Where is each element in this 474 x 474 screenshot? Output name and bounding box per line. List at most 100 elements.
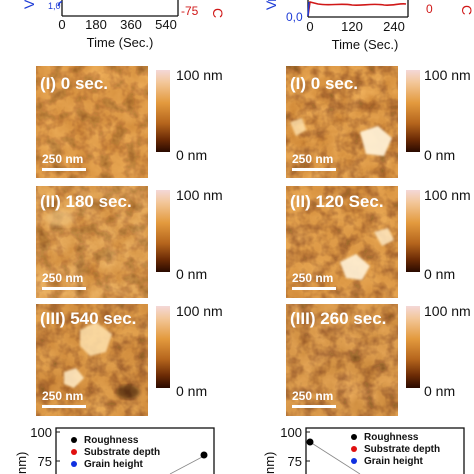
tl-x-tick-1: 180: [85, 17, 107, 32]
top-right-plot: V 0,0 0 C 0 120 240 Time (Sec.): [263, 0, 474, 52]
left-scale-label-2: 250 nm: [42, 389, 83, 403]
tl-plot-xlabel: Time (Sec.): [87, 35, 154, 50]
right-scale-label-1: 250 nm: [292, 271, 333, 285]
tr-plot-right-axis-label: C: [459, 5, 474, 15]
afm-left-0-shade: [36, 66, 148, 178]
afm-right-2: [286, 304, 398, 416]
bl-legend-marker-roughness: [71, 437, 77, 443]
left-colorbars: 100 nm 0 nm 100 nm 0 nm 100 nm 0 nm: [156, 67, 223, 399]
tl-plot-right-tick: -75: [181, 4, 199, 18]
afm-left-2-grain-0: [80, 322, 112, 356]
left-cb-bottom-0: 0 nm: [176, 147, 207, 163]
tr-x-tick-2: 240: [383, 19, 405, 34]
bl-legend-marker-grain: [71, 461, 77, 467]
afm-right-1-grain-1: [374, 228, 394, 246]
left-cb-top-0: 100 nm: [176, 67, 223, 83]
left-cb-top-1: 100 nm: [176, 187, 223, 203]
right-panel-annotations: (I) 0 sec. (II) 120 Sec. (III) 260 sec. …: [290, 74, 386, 408]
tr-plot-red-trace: [307, 1, 407, 17]
right-scale-label-2: 250 nm: [292, 389, 333, 403]
right-panel-label-0: (I) 0 sec.: [290, 74, 358, 93]
br-legend-substrate: Substrate depth: [364, 444, 440, 455]
br-legend-marker-grain: [351, 458, 357, 464]
left-colorbar-2: [156, 306, 170, 388]
tl-plot-left-axis-label: V: [21, 0, 37, 9]
tl-x-tick-3: 540: [155, 17, 177, 32]
bl-roughness-line: [169, 455, 205, 474]
left-panel-label-1: (II) 180 sec.: [40, 192, 132, 211]
right-panel-label-2: (III) 260 sec.: [290, 309, 386, 328]
tr-plot-xlabel: Time (Sec.): [332, 37, 399, 52]
right-cb-bottom-0: 0 nm: [424, 147, 455, 163]
bottom-right-chart: 100 75 nm) Roughness Substrate depth Gra…: [262, 425, 465, 474]
left-scale-bar-1: [42, 287, 86, 290]
bottom-left-chart: 100 75 nm) Roughness Substrate depth Gra…: [14, 425, 215, 474]
bl-legend-roughness: Roughness: [84, 435, 139, 446]
left-colorbar-0: [156, 70, 170, 152]
right-scale-bar-2: [292, 405, 336, 408]
right-colorbar-0: [406, 70, 420, 152]
right-colorbar-1: [406, 190, 420, 272]
right-cb-bottom-1: 0 nm: [424, 266, 455, 282]
br-roughness-line: [309, 441, 361, 474]
afm-right-0: [286, 66, 398, 178]
afm-right-2-shade: [286, 304, 398, 416]
afm-right-1-grain-0: [340, 254, 370, 280]
br-legend: Roughness Substrate depth Grain height: [351, 432, 440, 467]
tl-x-tick-2: 360: [120, 17, 142, 32]
tl-x-tick-0: 0: [58, 17, 65, 32]
right-cb-top-1: 100 nm: [424, 187, 471, 203]
tl-plot-x-ticks: 0 180 360 540: [58, 17, 176, 32]
right-scale-bar-0: [292, 168, 336, 171]
bl-y-tick-0: 100: [30, 425, 52, 440]
afm-right-0-grain-1: [290, 118, 306, 136]
left-panel-annotations: (I) 0 sec. (II) 180 sec. (III) 540 sec. …: [40, 74, 136, 408]
right-panel-label-1: (II) 120 Sec.: [290, 192, 384, 211]
br-legend-marker-substrate: [351, 446, 357, 452]
br-legend-roughness: Roughness: [364, 432, 419, 443]
br-y-tick-1: 75: [288, 454, 302, 469]
br-legend-grain: Grain height: [364, 456, 424, 467]
bl-legend-grain: Grain height: [84, 459, 144, 470]
afm-left-0: [36, 66, 148, 178]
tr-x-tick-0: 0: [306, 19, 313, 34]
tr-x-tick-1: 120: [341, 19, 363, 34]
right-cb-top-2: 100 nm: [424, 303, 471, 319]
left-scale-label-0: 250 nm: [42, 152, 83, 166]
left-scale-bar-0: [42, 168, 86, 171]
afm-right-0-grain-0: [360, 126, 392, 156]
left-cb-bottom-1: 0 nm: [176, 266, 207, 282]
tr-plot-left-tick: 0,0: [286, 10, 303, 24]
afm-right-1: [286, 186, 398, 298]
tl-plot-blue-trace: [57, 1, 63, 7]
left-scale-bar-2: [42, 405, 86, 408]
bl-legend: Roughness Substrate depth Grain height: [71, 435, 160, 470]
top-left-plot: V 1,0 -75 C 0 180 360 540 Time (Sec.): [21, 0, 226, 50]
left-cb-bottom-2: 0 nm: [176, 383, 207, 399]
tr-plot-right-tick: 0: [426, 2, 433, 16]
left-cb-top-2: 100 nm: [176, 303, 223, 319]
tl-plot-right-axis-label: C: [210, 8, 226, 18]
tr-plot-x-ticks: 0 120 240: [306, 19, 404, 34]
left-scale-label-1: 250 nm: [42, 271, 83, 285]
right-scale-bar-1: [292, 287, 336, 290]
bl-chart-frame: [55, 427, 215, 474]
afm-right-1-shade: [286, 186, 398, 298]
right-colorbars: 100 nm 0 nm 100 nm 0 nm 100 nm 0 nm: [406, 67, 471, 399]
bl-y-tick-1: 75: [38, 454, 52, 469]
afm-right-0-shade: [286, 66, 398, 178]
right-cb-top-0: 100 nm: [424, 67, 471, 83]
br-legend-marker-roughness: [351, 434, 357, 440]
left-panel-label-0: (I) 0 sec.: [40, 74, 108, 93]
tr-plot-left-axis-label: V: [263, 0, 279, 10]
bl-roughness-point: [200, 451, 208, 459]
left-panel-label-2: (III) 540 sec.: [40, 309, 136, 328]
br-roughness-point: [306, 438, 314, 446]
afm-left-1-shade: [36, 186, 148, 298]
br-chart-frame: [305, 427, 465, 474]
left-colorbar-1: [156, 190, 170, 272]
bl-legend-substrate: Substrate depth: [84, 447, 160, 458]
tl-plot-left-tick: 1,0: [48, 1, 61, 11]
right-colorbar-2: [406, 306, 420, 388]
